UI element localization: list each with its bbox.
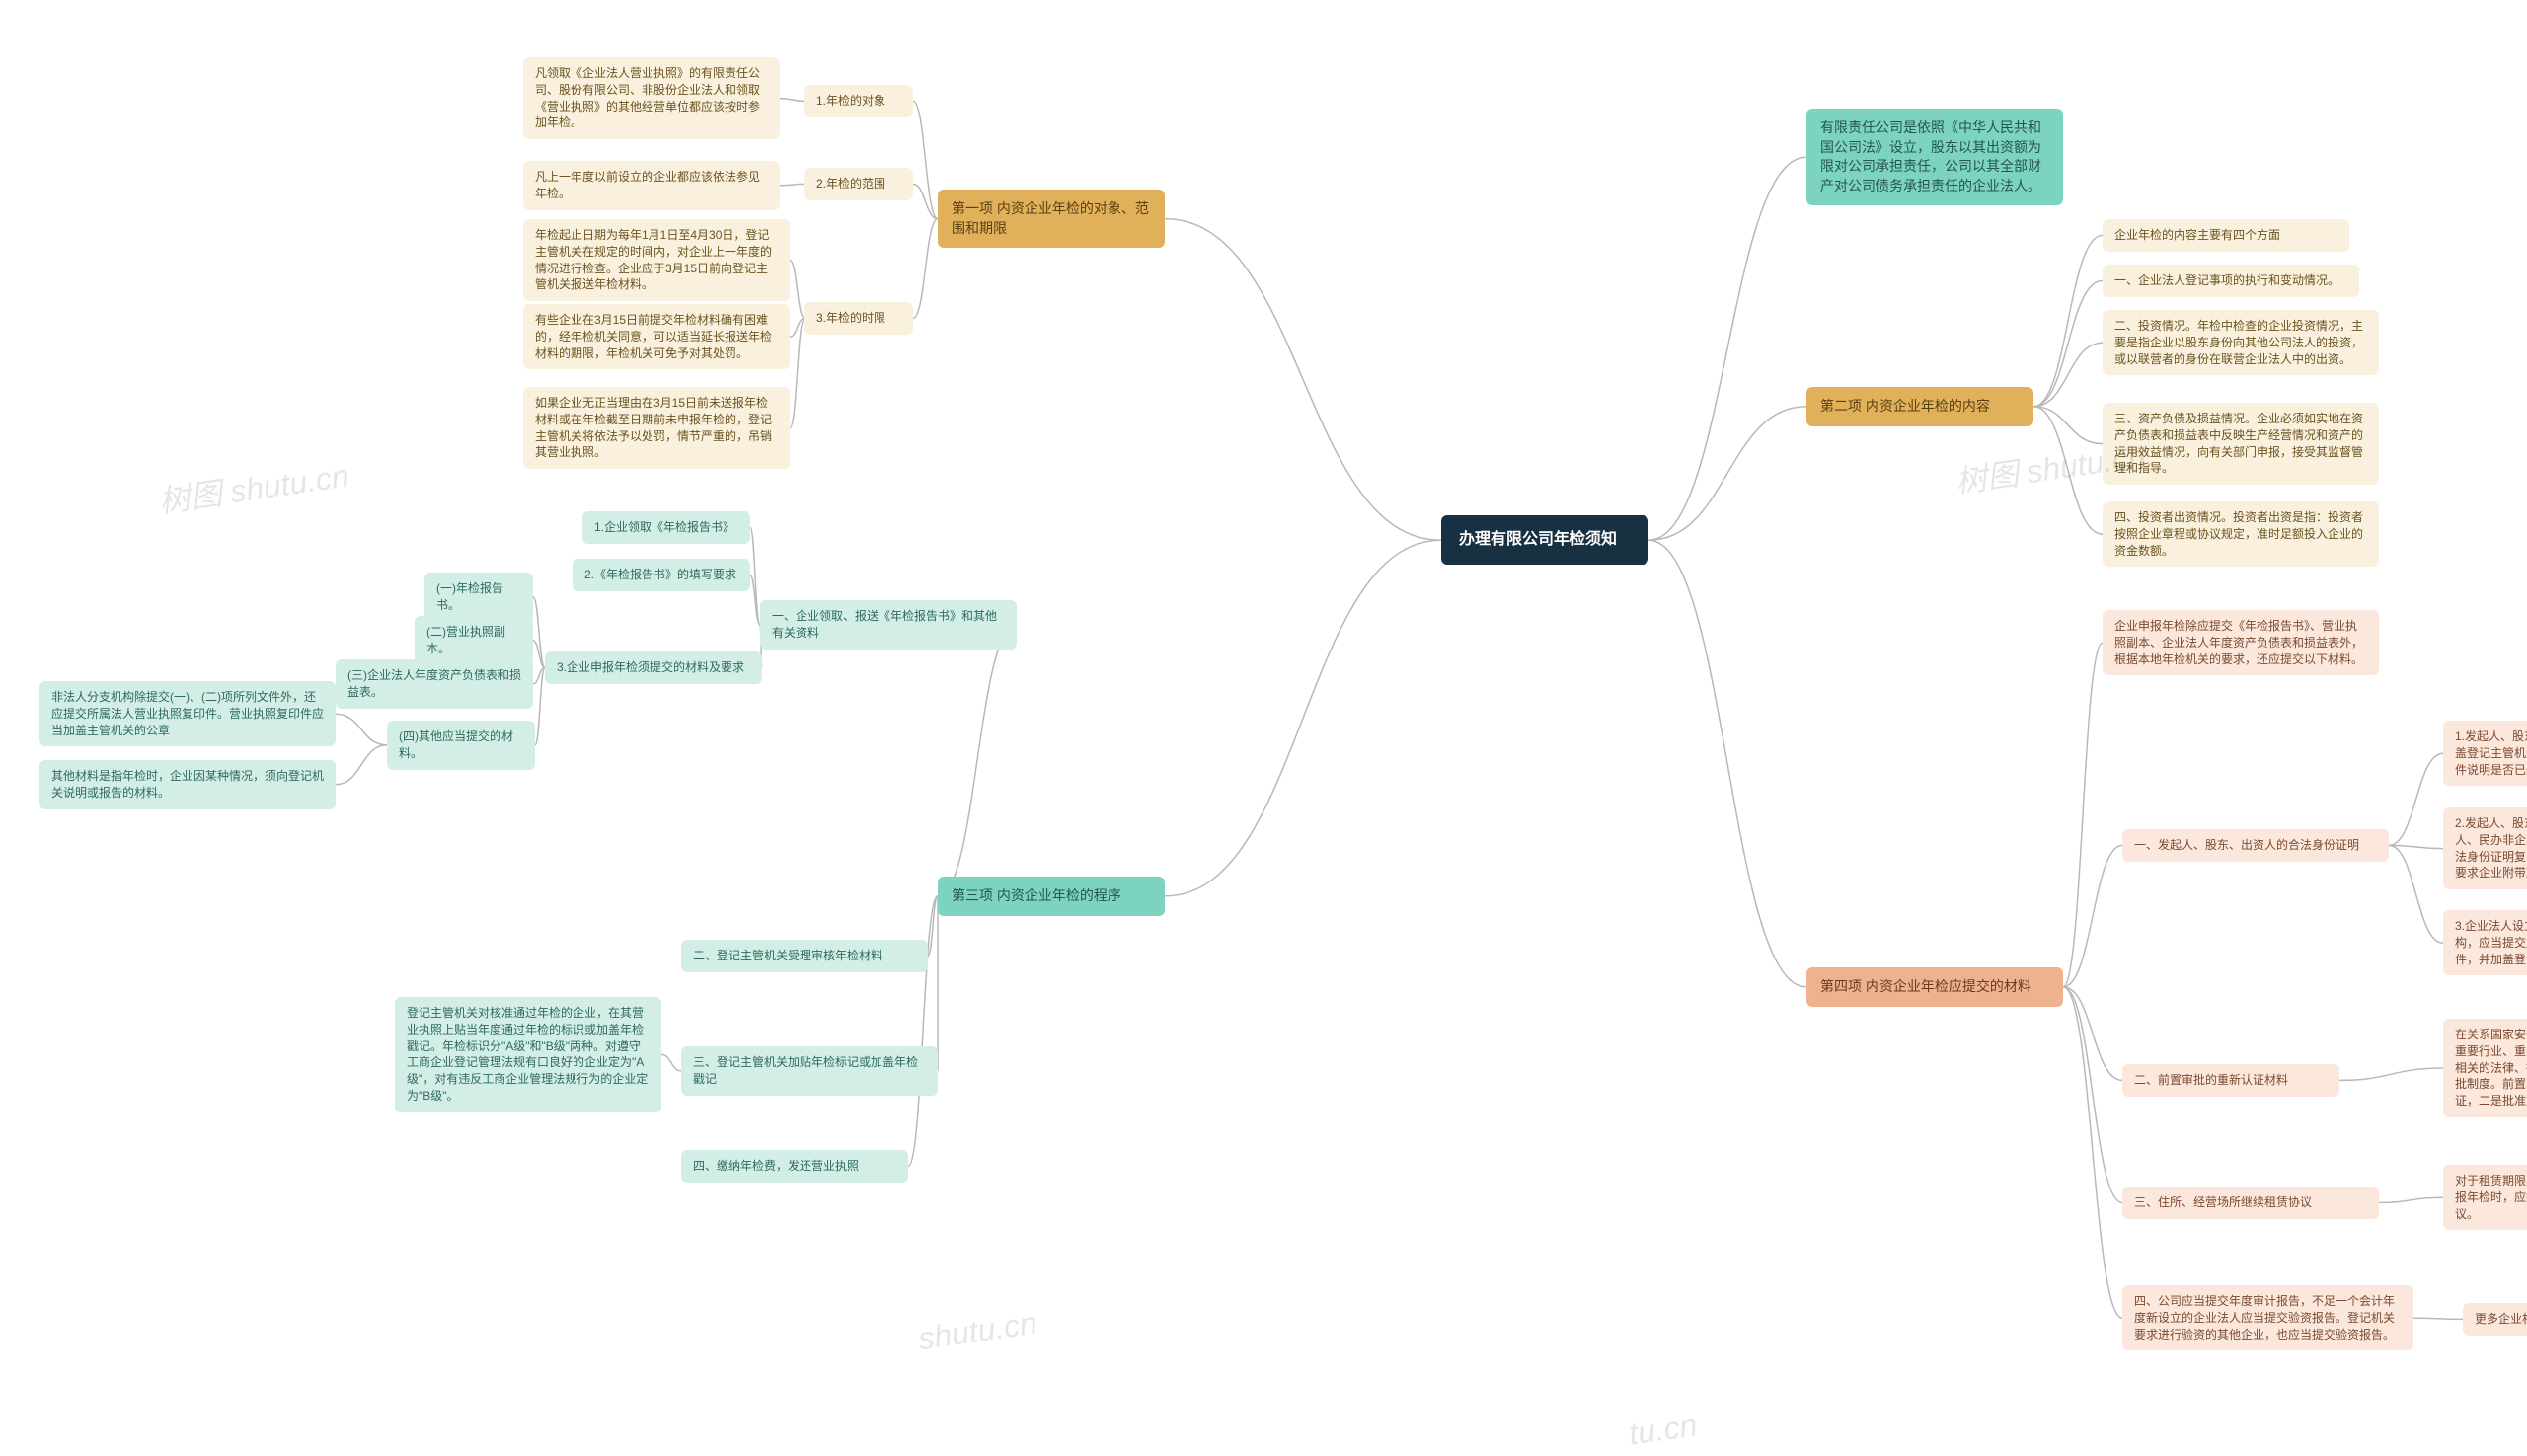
section4-title: 第四项 内资企业年检应提交的材料 (1806, 967, 2063, 1007)
section3-p1-c1: (一)年检报告书。 (424, 573, 533, 622)
section4-c1-a: 1.发起人、股东、出资人是企业的，应当提交加盖登记主管机关登记专用章的营业执照副… (2443, 721, 2527, 786)
section3-p1-c2: (二)营业执照副本。 (415, 616, 533, 665)
section3-p3-title: 三、登记主管机关加贴年检标记或加盖年检戳记 (681, 1046, 938, 1096)
section2-leaf4: 三、资产负债及损益情况。企业必须如实地在资产负债表和损益表中反映生产经营情况和资… (2103, 403, 2379, 485)
section3-p2: 二、登记主管机关受理审核年检材料 (681, 940, 928, 972)
section3-p1-b1: 1.企业领取《年检报告书》 (582, 511, 750, 544)
section4-c3-title: 三、住所、经营场所继续租赁协议 (2122, 1187, 2379, 1219)
section2-leaf2: 一、企业法人登记事项的执行和变动情况。 (2103, 265, 2359, 297)
section1-a3-b2: 有些企业在3月15日前提交年检材料确有困难的，经年检机关同意，可以适当延长报送年… (523, 304, 790, 369)
intro-definition: 有限责任公司是依照《中华人民共和国公司法》设立，股东以其出资额为限对公司承担责任… (1806, 109, 2063, 205)
root-node: 办理有限公司年检须知 (1441, 515, 1648, 565)
section2-leaf1: 企业年检的内容主要有四个方面 (2103, 219, 2349, 252)
section2-leaf5: 四、投资者出资情况。投资者出资是指：投资者按照企业章程或协议规定，准时足额投入企… (2103, 501, 2379, 567)
section3-p1-b2: 2.《年检报告书》的填写要求 (573, 559, 750, 591)
section1-a1-label: 1.年检的对象 (804, 85, 913, 117)
section2-title: 第二项 内资企业年检的内容 (1806, 387, 2033, 426)
section1-a3-b3: 如果企业无正当理由在3月15日前未送报年检材料或在年检截至日期前未申报年检的，登… (523, 387, 790, 469)
section3-p4: 四、缴纳年检费，发还营业执照 (681, 1150, 908, 1183)
section2-leaf3: 二、投资情况。年检中检查的企业投资情况，主要是指企业以股东身份向其他公司法人的投… (2103, 310, 2379, 375)
section3-p1-title: 一、企业领取、报送《年检报告书》和其他有关资料 (760, 600, 1017, 650)
watermark: shutu.cn (916, 1305, 1039, 1357)
section4-c4-body: 更多企业相关知识尽在企业法律顾问网。 (2463, 1303, 2527, 1336)
section4-intro: 企业申报年检除应提交《年检报告书》、营业执照副本、企业法人年度资产负债表和损益表… (2103, 610, 2379, 675)
section3-p1-c3: (三)企业法人年度资产负债表和损益表。 (336, 659, 533, 709)
section3-p1-d1: 非法人分支机构除提交(一)、(二)项所列文件外，还应提交所属法人营业执照复印件。… (39, 681, 336, 746)
section3-title: 第三项 内资企业年检的程序 (938, 877, 1165, 916)
section4-c1-title: 一、发起人、股东、出资人的合法身份证明 (2122, 829, 2389, 862)
section4-c1-c: 3.企业法人设立的领取《营业执照》的分支机构，应当提交所属企业法人营业执照副本复… (2443, 910, 2527, 975)
section1-title: 第一项 内资企业年检的对象、范围和期限 (938, 190, 1165, 248)
section3-p3-body: 登记主管机关对核准通过年检的企业，在其营业执照上贴当年度通过年检的标识或加盖年检… (395, 997, 661, 1112)
section3-p1-c4-title: (四)其他应当提交的材料。 (387, 721, 535, 770)
section4-c4-title: 四、公司应当提交年度审计报告，不足一个会计年度新设立的企业法人应当提交验资报告。… (2122, 1285, 2413, 1350)
watermark: 树图 shutu.cn (156, 451, 351, 523)
section3-p1-b3-title: 3.企业申报年检须提交的材料及要求 (545, 651, 762, 684)
section4-c1-b: 2.发起人、股东、出资人是事业法人、社团法人、民办非企业单位、自然人的，应当提交… (2443, 807, 2527, 889)
watermark: tu.cn (1627, 1407, 1700, 1452)
section4-c3-body: 对于租赁期限已满尚未办理变更登记的企业，申报年检时，应提交住所、经营场所的继续租… (2443, 1165, 2527, 1230)
section1-a3-label: 3.年检的时限 (804, 302, 913, 335)
section3-p1-d2: 其他材料是指年检时，企业因某种情况，须向登记机关说明或报告的材料。 (39, 760, 336, 809)
section4-c2-title: 二、前置审批的重新认证材料 (2122, 1064, 2339, 1097)
section1-a2-body: 凡上一年度以前设立的企业都应该依法参见年检。 (523, 161, 780, 210)
section4-c2-body: 在关系国家安全、国计民生，以及国民经济中的重要行业、重要领域的企业设立或者经营项… (2443, 1019, 2527, 1117)
section1-a3-b1: 年检起止日期为每年1月1日至4月30日，登记主管机关在规定的时间内，对企业上一年… (523, 219, 790, 301)
section1-a1-body: 凡领取《企业法人营业执照》的有限责任公司、股份有限公司、非股份企业法人和领取《营… (523, 57, 780, 139)
section1-a2-label: 2.年检的范围 (804, 168, 913, 200)
